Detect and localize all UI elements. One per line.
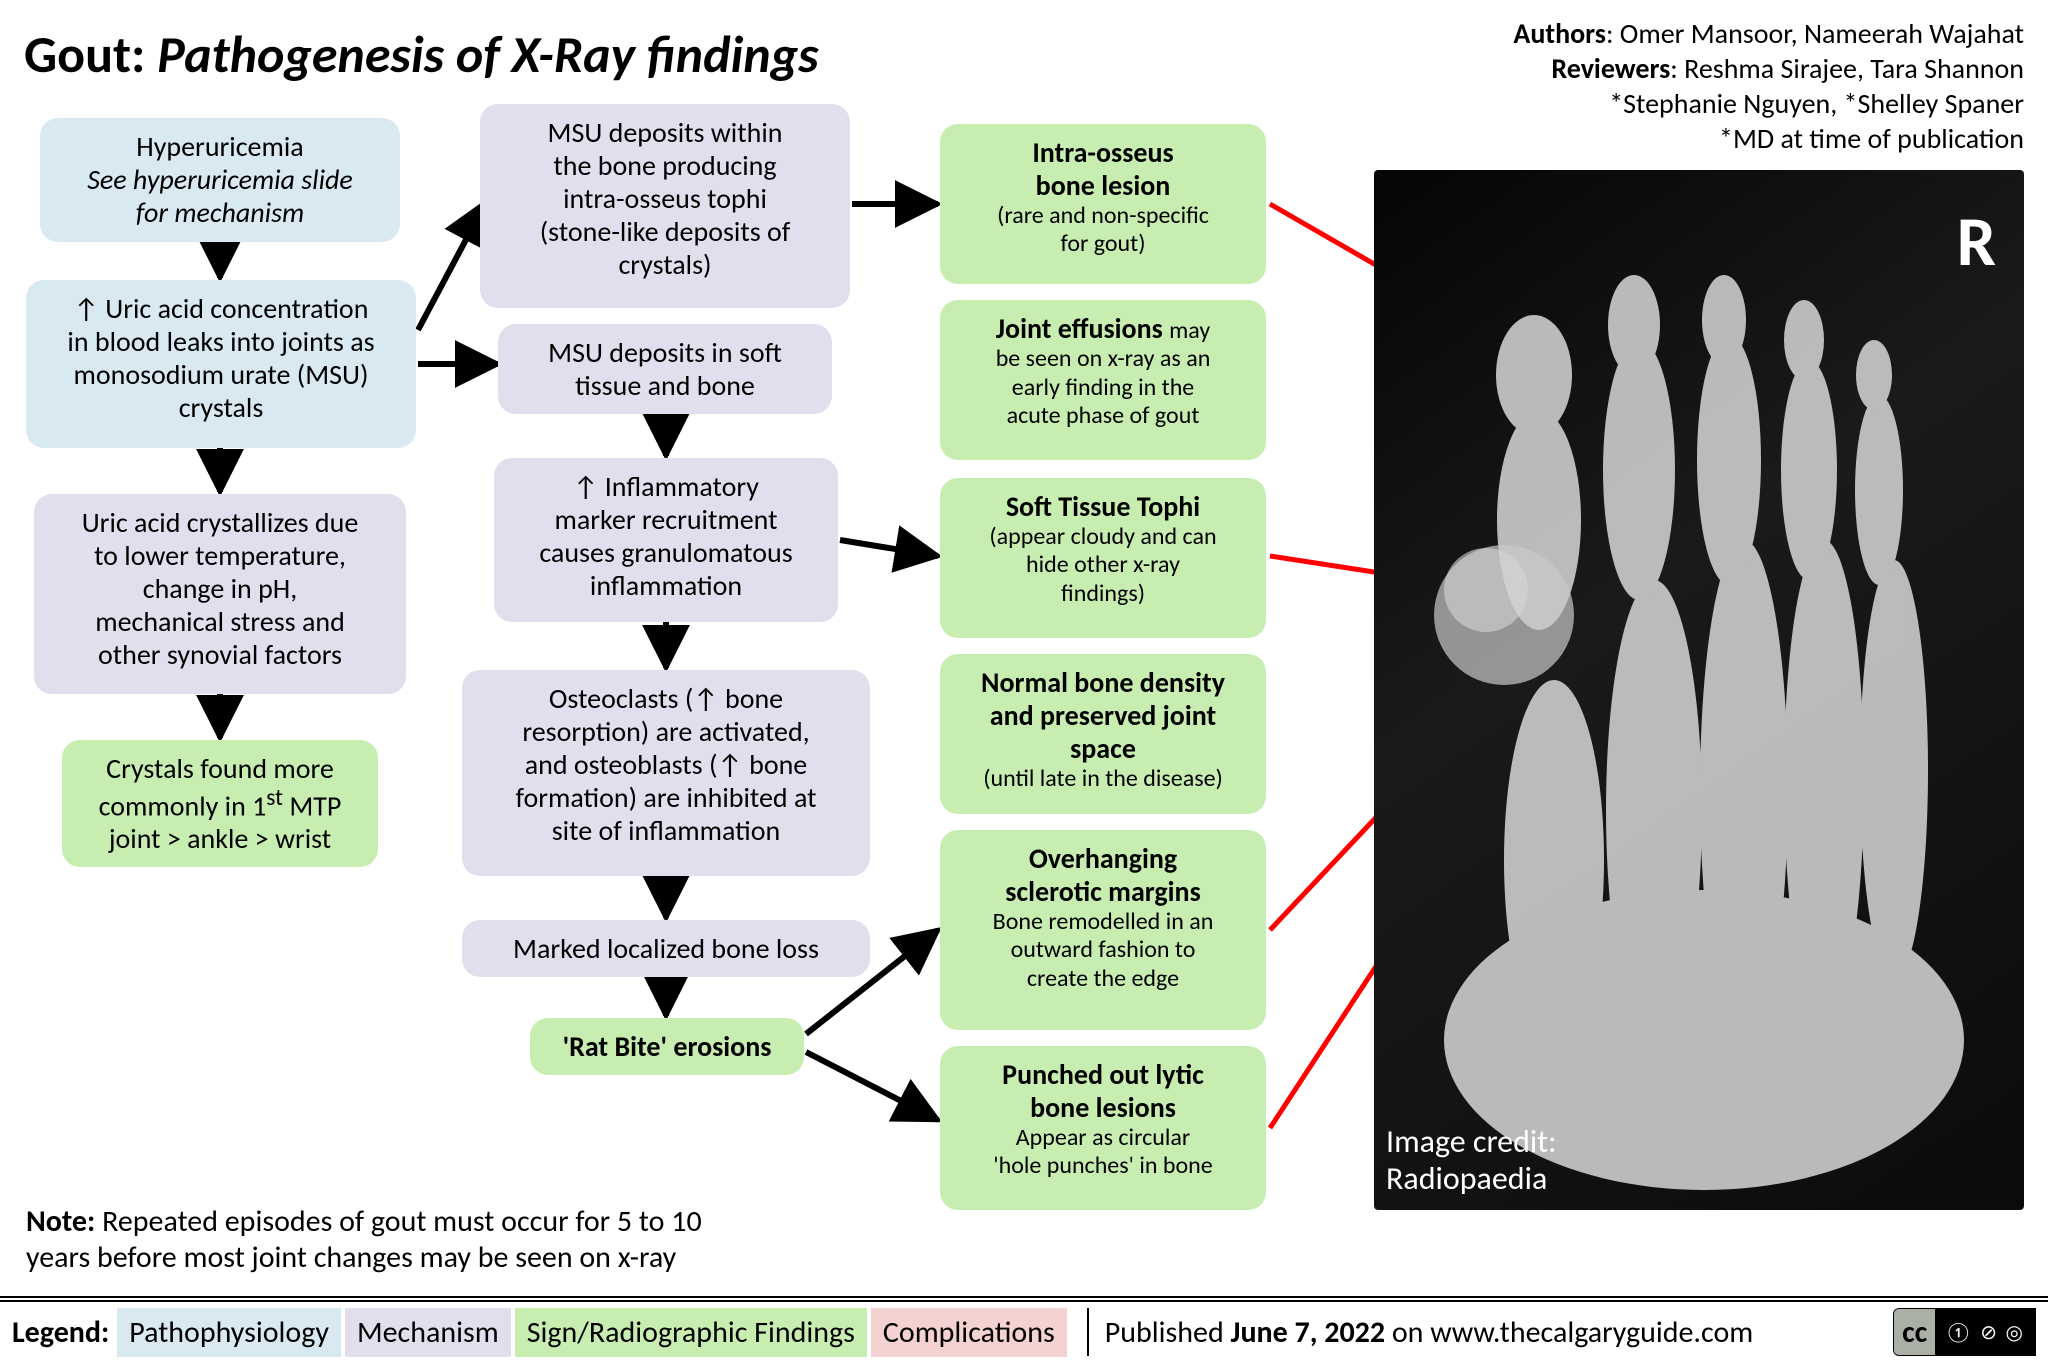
reviewers-l1: : Reshma Sirajee, Tara Shannon xyxy=(1670,51,2024,86)
legend-patho: Pathophysiology xyxy=(117,1308,341,1357)
cc-icon: cc xyxy=(1894,1309,1935,1355)
published-text: Published June 7, 2022 on www.thecalgary… xyxy=(1105,1314,1753,1351)
legend-row: Legend: Pathophysiology Mechanism Sign/R… xyxy=(12,1306,2036,1358)
node-n10: 'Rat Bite' erosions xyxy=(530,1018,804,1075)
authors-label: Authors xyxy=(1513,16,1606,51)
meta-block: Authors: Omer Mansoor, Nameerah Wajahat … xyxy=(1424,16,2024,156)
xray-image: R Image credit: Radiopaedia xyxy=(1374,170,2024,1210)
note-text: Note: Repeated episodes of gout must occ… xyxy=(26,1204,766,1276)
node-n5: MSU deposits withinthe bone producingint… xyxy=(480,104,850,308)
xray-svg xyxy=(1374,170,2024,1210)
published-post: on www.thecalgaryguide.com xyxy=(1385,1314,1753,1351)
cc-terms: ① ⊘ ◎ xyxy=(1935,1309,2035,1355)
node-n11: Intra-osseusbone lesion(rare and non-spe… xyxy=(940,124,1266,284)
title-main: Gout: xyxy=(24,22,157,86)
legend-comp: Complications xyxy=(871,1308,1067,1357)
node-n14: Normal bone densityand preserved jointsp… xyxy=(940,654,1266,814)
published-pre: Published xyxy=(1105,1314,1231,1351)
page-title: Gout: Pathogenesis of X-Ray findings xyxy=(24,22,819,86)
node-n12: Joint effusions maybe seen on x-ray as a… xyxy=(940,300,1266,460)
node-n4_a: Crystals found morecommonly in 1st MTPjo… xyxy=(62,740,378,867)
reviewers-l3: *MD at time of publication xyxy=(1424,121,2024,156)
legend-mech: Mechanism xyxy=(345,1308,511,1357)
node-n7: ↑ Inflammatorymarker recruitmentcauses g… xyxy=(494,458,838,622)
note-body: Repeated episodes of gout must occur for… xyxy=(26,1203,702,1276)
node-n13: Soft Tissue Tophi(appear cloudy and canh… xyxy=(940,478,1266,638)
footer-rule-2 xyxy=(0,1300,2048,1302)
title-sub: Pathogenesis of X-Ray findings xyxy=(157,22,819,86)
node-n9: Marked localized bone loss xyxy=(462,920,870,977)
xray-r-mark: R xyxy=(1957,198,1996,284)
xray-credit-l2: Radiopaedia xyxy=(1386,1161,1557,1198)
node-n6: MSU deposits in softtissue and bone xyxy=(498,324,832,414)
legend-sign: Sign/Radiographic Findings xyxy=(515,1308,867,1357)
cc-badge: cc ① ⊘ ◎ xyxy=(1893,1308,2036,1356)
authors-names: : Omer Mansoor, Nameerah Wajahat xyxy=(1606,16,2024,51)
node-n2: ↑ Uric acid concentrationin blood leaks … xyxy=(26,280,416,448)
reviewers-l2: *Stephanie Nguyen, *Shelley Spaner xyxy=(1424,86,2024,121)
xray-credit-l1: Image credit: xyxy=(1386,1124,1557,1161)
node-n16: Punched out lyticbone lesionsAppear as c… xyxy=(940,1046,1266,1210)
node-n1: HyperuricemiaSee hyperuricemia slidefor … xyxy=(40,118,400,242)
node-n8: Osteoclasts (↑ boneresorption) are activ… xyxy=(462,670,870,876)
node-n3: Uric acid crystallizes dueto lower tempe… xyxy=(34,494,406,694)
xray-credit: Image credit: Radiopaedia xyxy=(1386,1124,1557,1198)
node-n15: Overhangingsclerotic marginsBone remodel… xyxy=(940,830,1266,1030)
published-date: June 7, 2022 xyxy=(1231,1314,1386,1351)
note-label: Note: xyxy=(26,1203,102,1240)
page: Gout: Pathogenesis of X-Ray findings Aut… xyxy=(0,0,2048,1366)
footer-rule-1 xyxy=(0,1296,2048,1298)
footer-separator xyxy=(1087,1308,1089,1356)
reviewers-label: Reviewers xyxy=(1551,51,1670,86)
legend-label: Legend: xyxy=(12,1314,109,1351)
